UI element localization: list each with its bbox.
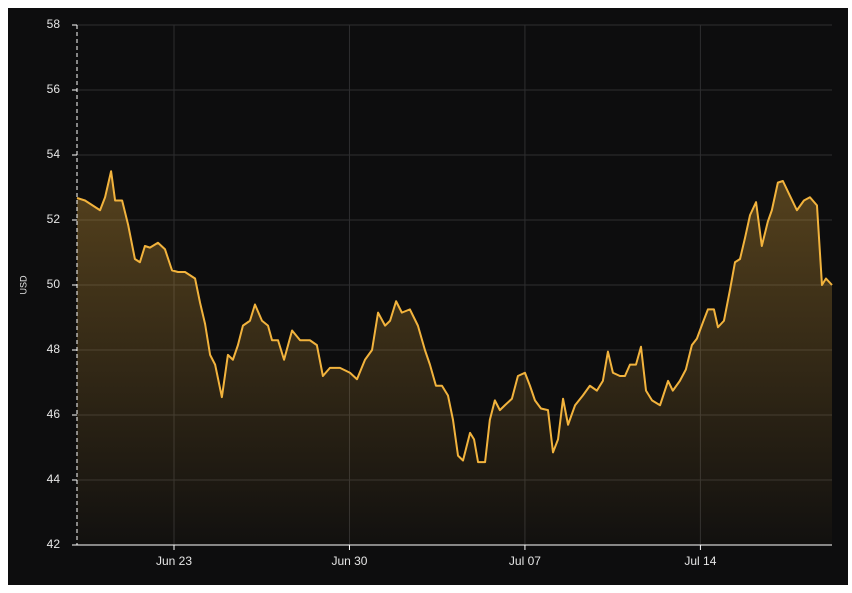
- axes: 42 44 46 48 50 52 54 56 58 Jun 23 Jun 30 Jul 07 Jul …: [47, 17, 832, 568]
- y-axis-label: USD: [18, 275, 28, 295]
- y-tick-label: 46: [47, 407, 61, 421]
- x-tick-label: Jul 14: [684, 554, 716, 568]
- y-tick-label: 48: [47, 342, 61, 356]
- plot: [76, 170, 833, 545]
- area-fill: [77, 171, 832, 545]
- x-tick-label: Jun 23: [156, 554, 192, 568]
- y-tick-label: 44: [47, 472, 61, 486]
- y-tick-label: 50: [47, 277, 61, 291]
- y-tick-label: 56: [47, 82, 61, 96]
- x-tick-label: Jun 30: [331, 554, 367, 568]
- price-line: [76, 170, 833, 464]
- x-tick-label: Jul 07: [509, 554, 541, 568]
- y-tick-label: 58: [47, 17, 61, 31]
- y-tick-label: 54: [47, 147, 61, 161]
- y-tick-label: 42: [47, 537, 61, 551]
- y-tick-label: 52: [47, 212, 61, 226]
